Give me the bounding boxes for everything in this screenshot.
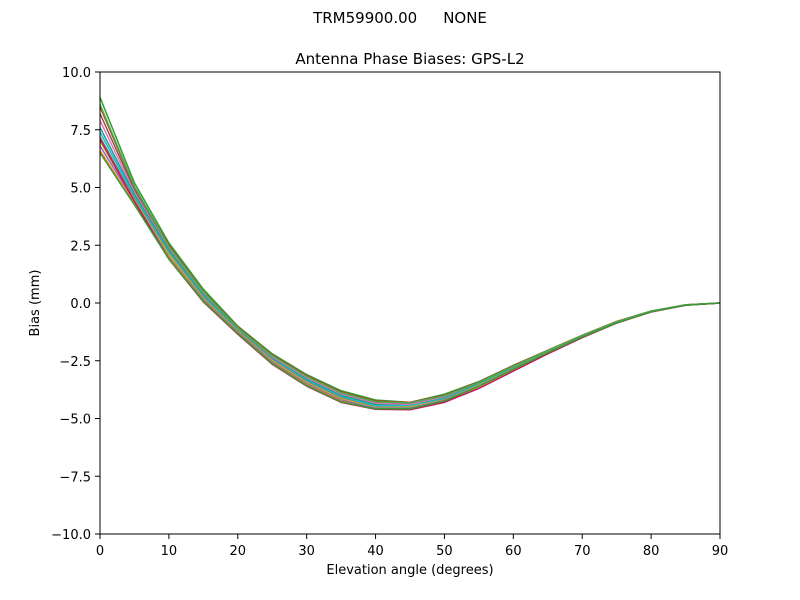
series-line-12 xyxy=(99,104,721,404)
radome-type: NONE xyxy=(443,9,487,27)
y-tick-label: −10.0 xyxy=(51,528,91,543)
x-tick-label: 80 xyxy=(643,544,660,559)
series-line-4 xyxy=(99,120,721,406)
antenna-type: TRM59900.00 xyxy=(313,9,418,27)
y-tick-label: −5.0 xyxy=(59,413,91,428)
y-tick-label: 0.0 xyxy=(70,297,91,312)
x-tick-label: 30 xyxy=(298,544,315,559)
x-tick-label: 10 xyxy=(161,544,178,559)
series-line-13 xyxy=(99,152,721,410)
series-line-2 xyxy=(99,106,721,404)
x-tick-label: 20 xyxy=(230,544,247,559)
y-tick-label: 2.5 xyxy=(70,239,91,254)
series-layer xyxy=(99,97,721,411)
y-tick-label: −7.5 xyxy=(59,470,91,485)
y-axis-label: Bias (mm) xyxy=(28,270,43,337)
chart-title: Antenna Phase Biases: GPS-L2 xyxy=(295,50,524,68)
plot-frame xyxy=(99,71,721,535)
y-axis-ticks: 10.0 7.5 5.0 2.5 0.0 −2.5 −5.0 −7.5 −10.0 xyxy=(51,66,100,543)
series-line-3 xyxy=(99,113,721,405)
y-tick-label: 10.0 xyxy=(62,66,91,81)
x-axis-label: Elevation angle (degrees) xyxy=(326,563,493,578)
figure-suptitle: TRM59900.00 NONE xyxy=(0,9,800,27)
x-tick-label: 90 xyxy=(712,544,729,559)
series-line-1 xyxy=(99,97,721,404)
y-tick-label: 5.0 xyxy=(70,182,91,197)
x-tick-label: 50 xyxy=(436,544,453,559)
x-tick-label: 40 xyxy=(367,544,384,559)
series-line-7 xyxy=(99,136,721,408)
x-axis-ticks: 0 10 20 30 40 50 60 70 80 90 xyxy=(96,534,728,559)
y-tick-label: −2.5 xyxy=(59,355,91,370)
y-tick-label: 7.5 xyxy=(70,124,91,139)
x-tick-label: 60 xyxy=(505,544,522,559)
x-tick-label: 70 xyxy=(574,544,591,559)
x-tick-label: 0 xyxy=(96,544,104,559)
series-line-6 xyxy=(99,131,721,407)
series-line-5 xyxy=(99,127,721,407)
